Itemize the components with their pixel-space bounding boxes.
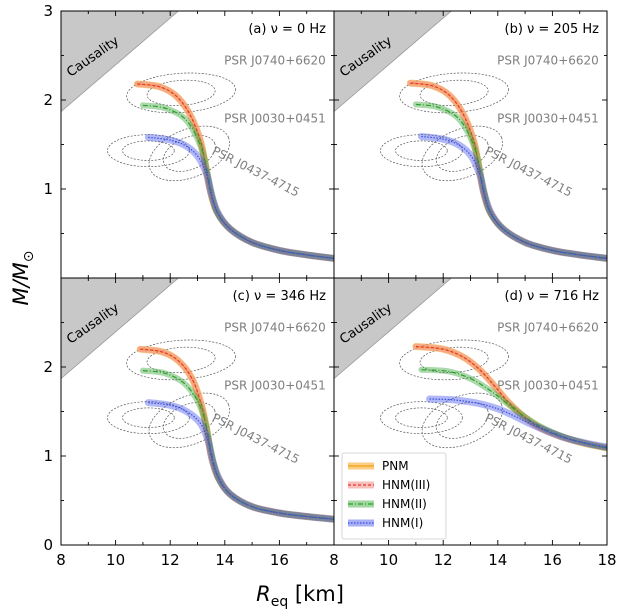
x-tick-label: 12 [161,551,180,569]
causality-region [61,278,180,380]
x-tick-label: 8 [329,551,339,569]
legend-label-pnm: PNM [382,459,409,473]
x-tick-label: 10 [106,551,125,569]
pulsar-label-psr-j0030-0451: PSR J0030+0451 [497,111,599,125]
band-hnm-i [417,133,607,262]
x-tick-label: 16 [543,551,562,569]
legend-box [341,452,447,540]
pulsar-label-psr-j0437-4715: PSR J0437-4715 [210,144,302,200]
pulsar-label-psr-j0740-6620: PSR J0740+6620 [224,320,326,334]
pulsar-label-psr-j0740-6620: PSR J0740+6620 [497,53,599,67]
contour-psr-j0030-0451-inner [435,402,489,439]
legend-entry-hnm2: HNM(II) [348,497,427,511]
contour-psr-j0740-6620-outer [126,339,236,381]
x-tick-label: 8 [56,551,66,569]
pulsar-label-psr-j0437-4715: PSR J0437-4715 [483,144,575,200]
band-hnm-i [144,133,334,262]
band-hnm-i [144,399,334,523]
contour-psr-j0437-4715-outer [107,134,190,168]
contour-psr-j0030-0451-inner [162,135,216,172]
panel-label: (d) ν = 716 Hz [505,289,600,304]
legend-entry-hnm1: HNM(I) [348,516,423,530]
tick-marks [60,10,335,279]
legend: PNM HNM(III) HNM(II) HNM(I) [341,452,447,540]
x-tick-label: 10 [379,551,398,569]
contour-psr-j0030-0451-inner [435,135,489,172]
legend-label-hnm3: HNM(III) [382,478,430,492]
contour-psr-j0740-6620-outer [399,339,509,381]
y-tick-label: 3 [43,2,53,20]
contour-psr-j0740-6620-outer [399,72,509,114]
panel-label: (a) ν = 0 Hz [248,22,326,37]
pulsar-label-psr-j0030-0451: PSR J0030+0451 [224,111,326,125]
y-axis-title: M/M⊙ [9,250,37,305]
pulsar-label-psr-j0740-6620: PSR J0740+6620 [224,53,326,67]
causality-region [334,278,453,380]
contour-psr-j0030-0451-outer [148,125,230,182]
curve-hnm-i [421,135,607,259]
tick-marks [333,277,608,546]
panel-frames [60,10,608,546]
panel-label: (b) ν = 205 Hz [505,22,600,37]
legend-label-hnm2: HNM(II) [382,497,427,511]
contour-psr-j0437-4715-outer [380,134,463,168]
contour-psr-j0030-0451-outer [421,125,503,182]
y-tick-label: 0 [43,536,53,554]
contour-psr-j0437-4715-inner [395,407,448,428]
x-tick-label: 14 [488,551,507,569]
y-tick-label: 2 [43,91,53,109]
legend-label-hnm1: HNM(I) [382,516,423,530]
contour-psr-j0030-0451-outer [148,392,230,449]
contour-psr-j0030-0451-outer [421,392,503,449]
contour-psr-j0437-4715-inner [395,140,448,161]
contour-psr-j0740-6620-outer [126,72,236,114]
y-tick-label: 1 [43,447,53,465]
pulsar-label-psr-j0437-4715: PSR J0437-4715 [210,411,302,467]
causality-region [334,11,453,113]
pulsar-label-psr-j0030-0451: PSR J0030+0451 [224,378,326,392]
contour-psr-j0437-4715-inner [122,140,175,161]
contour-psr-j0437-4715-inner [122,407,175,428]
curve-hnm-i [429,398,607,448]
causality-region [61,11,180,113]
legend-entry-pnm: PNM [348,459,409,473]
contour-psr-j0437-4715-outer [107,401,190,435]
contour-psr-j0740-6620-inner [146,346,216,373]
pulsar-label-psr-j0740-6620: PSR J0740+6620 [497,320,599,334]
legend-entry-hnm3: HNM(III) [348,478,430,492]
x-tick-label: 16 [270,551,289,569]
panel-label: (c) ν = 346 Hz [233,289,327,304]
contour-psr-j0030-0451-inner [162,402,216,439]
pulsar-label-psr-j0030-0451: PSR J0030+0451 [497,378,599,392]
x-tick-label: 12 [434,551,453,569]
y-tick-label: 2 [43,358,53,376]
x-tick-label: 18 [597,551,616,569]
contour-psr-j0437-4715-outer [380,401,463,435]
y-tick-label: 1 [43,180,53,198]
tick-marks [60,277,335,546]
x-axis-title: Req [km] [256,582,344,610]
x-tick-label: 14 [215,551,234,569]
